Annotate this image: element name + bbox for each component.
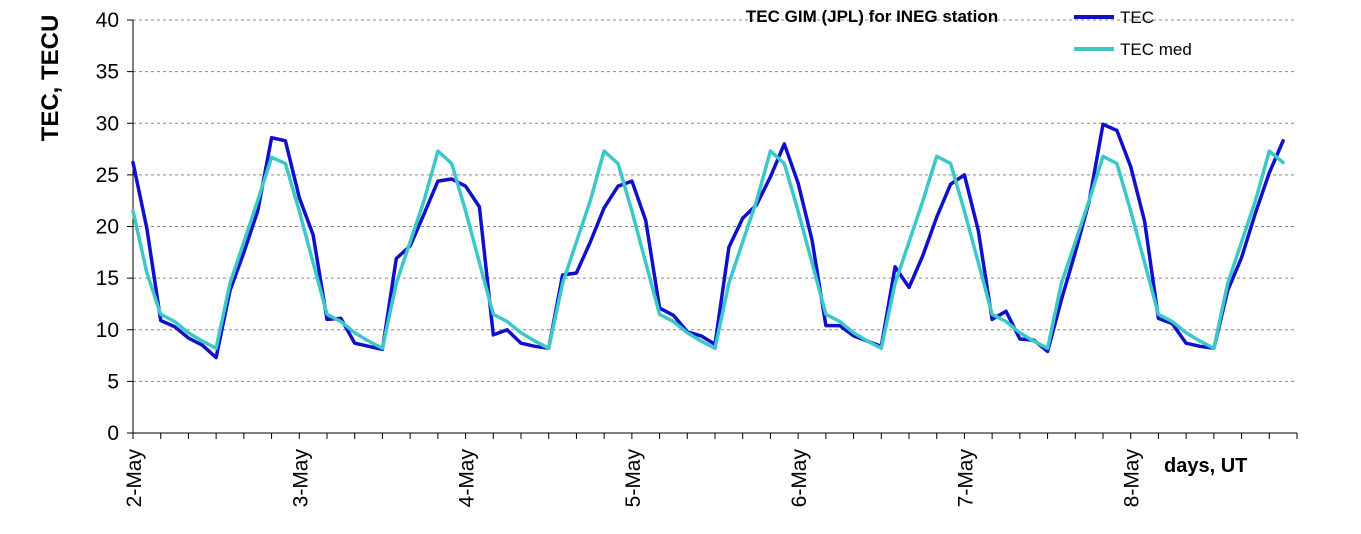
- y-tick-label-1: 5: [107, 370, 119, 393]
- legend: TEC TEC med: [1074, 8, 1192, 59]
- y-tick-label-3: 15: [96, 267, 119, 290]
- y-tick-label-7: 35: [96, 61, 119, 84]
- x-tick-label-2: 4-May: [456, 449, 479, 508]
- series-lines: [131, 122, 1285, 360]
- x-tick-label-1: 3-May: [289, 449, 312, 508]
- y-tick-label-8: 40: [96, 9, 119, 32]
- tick-labels: 0 5 10 15 20 25 30 35 40 2-May 3-May 4-May 5-May 6-Ma…: [96, 9, 1144, 507]
- y-tick-label-5: 25: [96, 164, 119, 187]
- x-tick-label-3: 5-May: [622, 449, 645, 508]
- x-tick-label-4: 6-May: [788, 449, 811, 508]
- legend-label-tec: TEC: [1120, 8, 1154, 27]
- grid-lines: [133, 19, 1297, 382]
- series-line-tec-med: [131, 149, 1285, 351]
- x-tick-label-0: 2-May: [123, 449, 146, 508]
- y-axis-label: TEC, TECU: [37, 15, 64, 142]
- axes: [127, 19, 1298, 439]
- y-tick-label-4: 20: [96, 216, 119, 239]
- y-tick-label-2: 10: [96, 319, 119, 342]
- chart-title: TEC GIM (JPL) for INEG station: [746, 7, 998, 26]
- y-tick-label-6: 30: [96, 112, 119, 135]
- legend-label-tec-med: TEC med: [1120, 40, 1192, 59]
- y-tick-label-0: 0: [107, 422, 119, 445]
- x-tick-label-5: 7-May: [954, 449, 977, 508]
- x-axis-label: days, UT: [1164, 455, 1247, 477]
- x-tick-label-6: 8-May: [1121, 449, 1144, 508]
